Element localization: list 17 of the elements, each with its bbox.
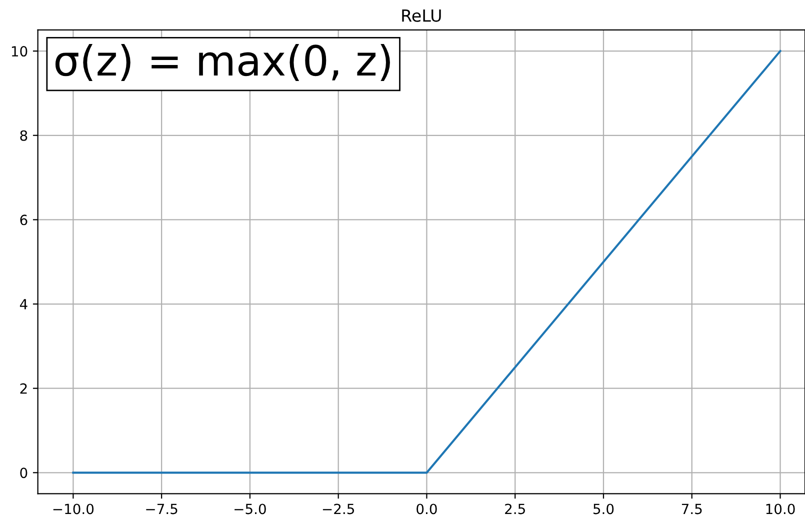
x-tick-label: 2.5 [505, 504, 525, 514]
x-tick-label: −10.0 [53, 504, 94, 514]
y-tick-label: 6 [20, 214, 28, 226]
y-tick-label: 10 [12, 46, 28, 57]
x-tick-label: 5.0 [594, 504, 614, 514]
x-tick-label: −7.5 [146, 504, 178, 514]
y-tick-label: 2 [20, 383, 27, 394]
y-tick-label: 0 [20, 468, 28, 478]
x-tick-label: 0.0 [416, 504, 437, 514]
y-tick-label: 8 [20, 130, 28, 141]
y-tick-label: 4 [20, 299, 28, 310]
x-tick-label: −2.5 [322, 504, 354, 514]
x-tick-label: 7.5 [682, 504, 702, 514]
annotation: σ(z) = max(0, z) [55, 44, 390, 82]
x-tick-label: −5.0 [234, 504, 266, 514]
chart-title: ReLU [402, 10, 441, 22]
x-tick-label: 10.0 [766, 504, 795, 514]
